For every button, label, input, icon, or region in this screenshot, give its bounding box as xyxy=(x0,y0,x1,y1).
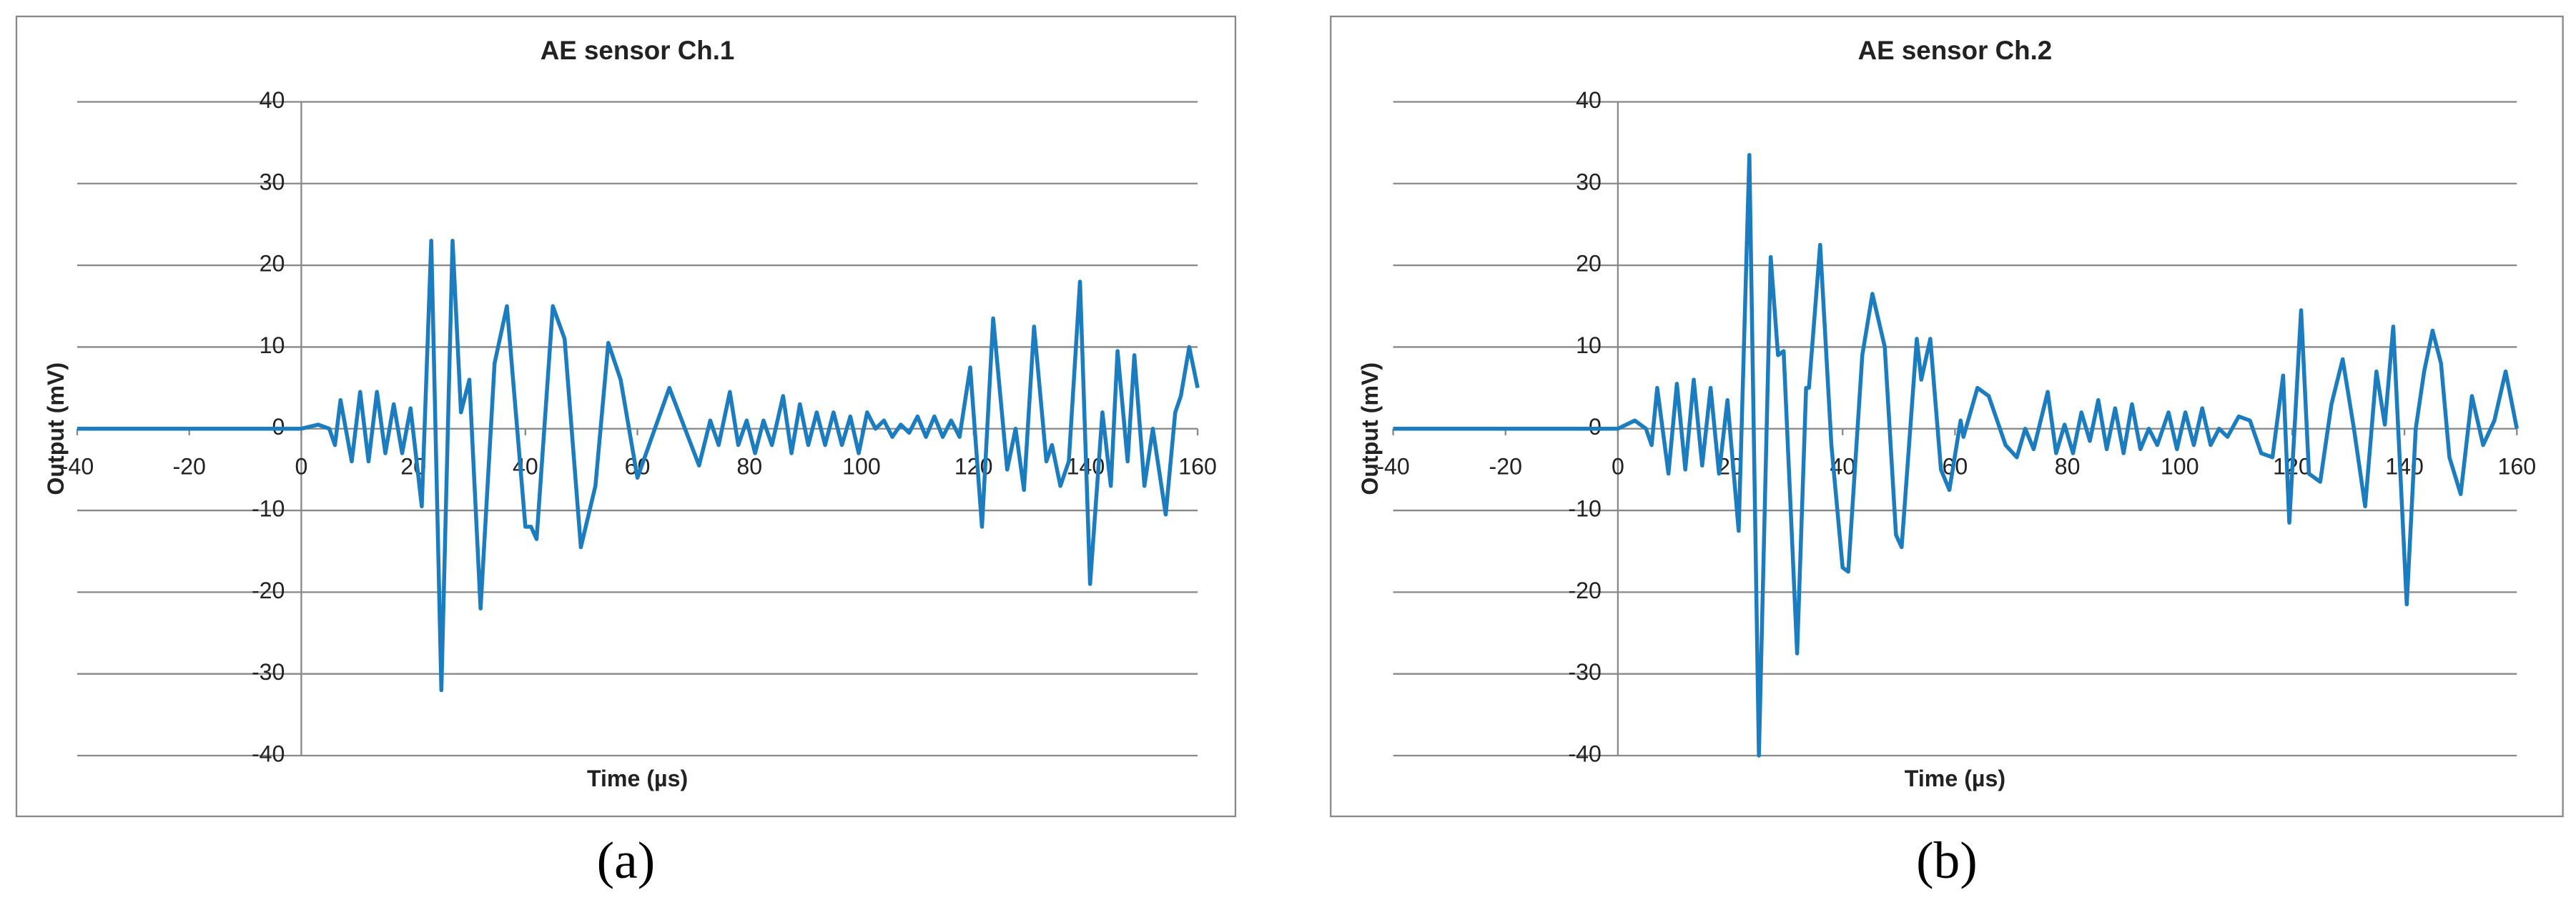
x-tick-label: -20 xyxy=(172,453,205,479)
y-tick-label: 40 xyxy=(1576,87,1602,113)
y-axis-title: Output (mV) xyxy=(43,362,69,495)
waveform-line xyxy=(1393,153,2519,758)
y-tick-label: -40 xyxy=(252,741,285,767)
figure-caption: (b) xyxy=(1916,831,1978,889)
y-tick-label: -20 xyxy=(1568,578,1601,603)
y-tick-label: -20 xyxy=(252,578,285,603)
y-tick-label: 20 xyxy=(260,251,285,277)
y-tick-label: 10 xyxy=(1576,332,1602,358)
x-axis-title: Time (µs) xyxy=(587,766,688,791)
y-tick-label: 10 xyxy=(260,332,285,358)
x-tick-label: 80 xyxy=(2055,453,2081,479)
y-tick-label: -40 xyxy=(1568,741,1601,767)
chart-title: AE sensor Ch.2 xyxy=(1858,36,2053,65)
y-tick-label: -10 xyxy=(252,496,285,522)
x-tick-label: -40 xyxy=(61,453,94,479)
x-tick-label: 0 xyxy=(1612,453,1624,479)
chart-title: AE sensor Ch.1 xyxy=(541,36,735,65)
y-tick-label: 30 xyxy=(260,169,285,194)
y-tick-label: 20 xyxy=(1576,251,1602,277)
y-tick-label: -30 xyxy=(1568,659,1601,685)
x-tick-label: 0 xyxy=(295,453,307,479)
x-tick-label: 100 xyxy=(2161,453,2199,479)
y-tick-label: 40 xyxy=(260,87,285,113)
waveform-line xyxy=(77,239,1200,693)
x-tick-label: 140 xyxy=(2385,453,2424,479)
y-tick-label: 30 xyxy=(1576,169,1602,194)
x-tick-label: 40 xyxy=(513,453,538,479)
chart-frame xyxy=(1330,15,2564,818)
x-tick-label: -40 xyxy=(1376,453,1409,479)
figure-caption: (a) xyxy=(597,831,656,889)
x-tick-label: 160 xyxy=(1178,453,1217,479)
x-axis-title: Time (µs) xyxy=(1905,766,2005,791)
y-tick-label: -10 xyxy=(1568,496,1601,522)
y-tick-label: -30 xyxy=(252,659,285,685)
x-tick-label: 100 xyxy=(842,453,881,479)
x-tick-label: 160 xyxy=(2497,453,2536,479)
x-tick-label: -20 xyxy=(1489,453,1521,479)
y-axis-title: Output (mV) xyxy=(1357,362,1383,495)
x-tick-label: 80 xyxy=(736,453,762,479)
